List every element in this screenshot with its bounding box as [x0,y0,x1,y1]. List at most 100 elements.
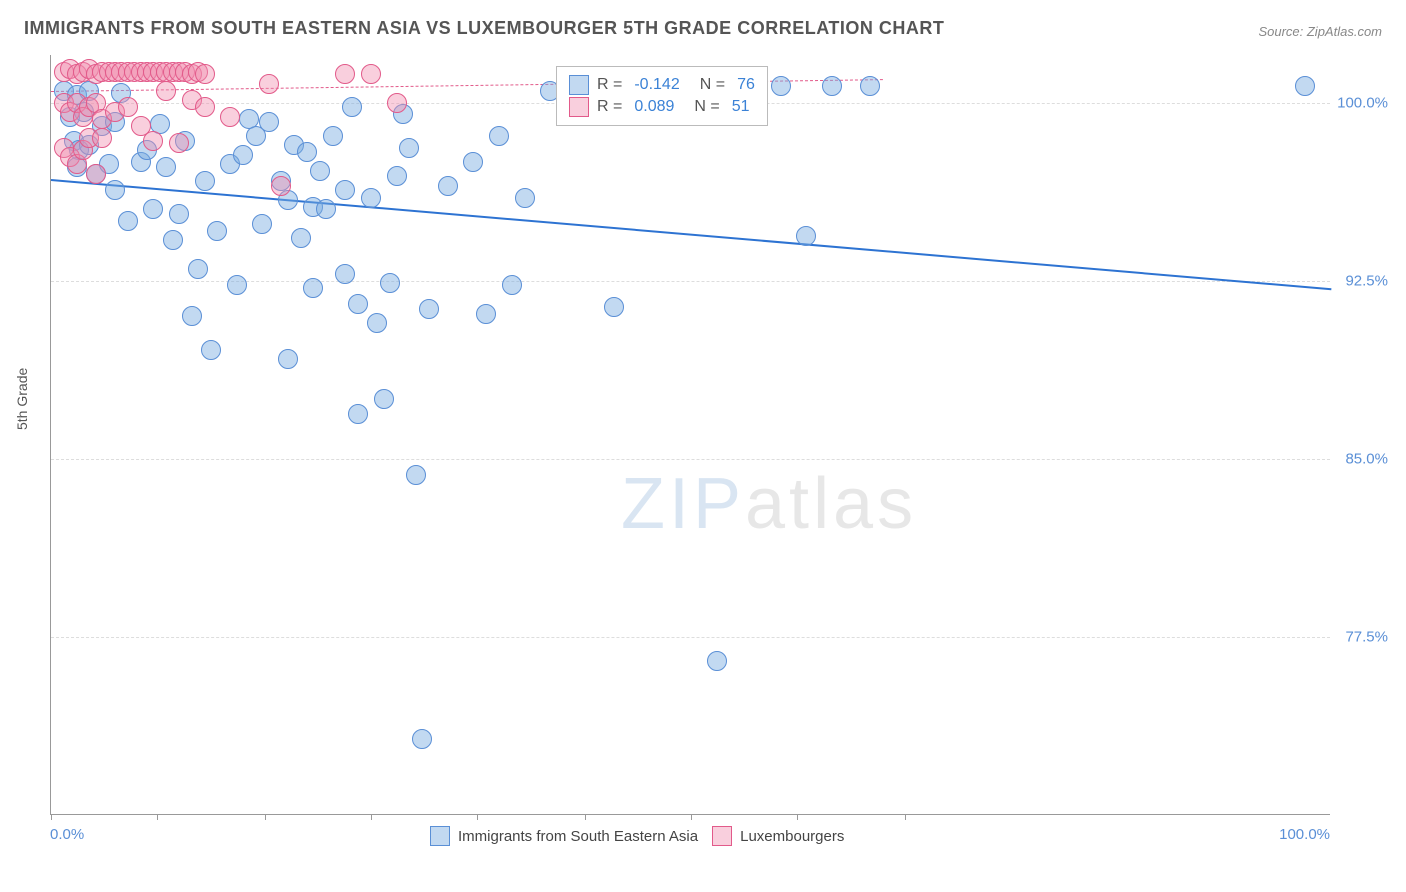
data-point [604,297,624,317]
data-point [367,313,387,333]
legend-swatch [569,75,589,95]
x-tick [157,814,158,820]
y-tick-label: 77.5% [1345,628,1388,645]
r-label: R = [597,76,622,94]
data-point [406,465,426,485]
data-point [771,76,791,96]
data-point [361,188,381,208]
legend-swatch [569,97,589,117]
watermark-part2: atlas [745,464,917,544]
x-tick [265,814,266,820]
data-point [515,188,535,208]
chart-container: IMMIGRANTS FROM SOUTH EASTERN ASIA VS LU… [0,0,1406,892]
x-tick [905,814,906,820]
data-point [169,133,189,153]
data-point [463,152,483,172]
data-point [195,64,215,84]
watermark-part1: ZIP [621,464,745,544]
x-tick [477,814,478,820]
data-point [195,97,215,117]
data-point [105,180,125,200]
data-point [419,299,439,319]
data-point [163,230,183,250]
data-point [118,97,138,117]
data-point [227,275,247,295]
data-point [342,97,362,117]
data-point [259,112,279,132]
data-point [310,161,330,181]
n-value: 76 [737,76,755,94]
gridline [51,637,1330,638]
data-point [822,76,842,96]
n-label: N = [694,98,719,116]
data-point [118,211,138,231]
data-point [169,204,189,224]
correlation-legend: R = -0.142 N = 76R = 0.089 N = 51 [556,66,768,126]
data-point [489,126,509,146]
trend-line [51,179,1331,290]
data-point [233,145,253,165]
y-axis-label: 5th Grade [14,368,30,430]
data-point [156,81,176,101]
data-point [399,138,419,158]
n-value: 51 [732,98,750,116]
legend-item: Luxembourgers [712,826,844,846]
data-point [348,404,368,424]
chart-title: IMMIGRANTS FROM SOUTH EASTERN ASIA VS LU… [24,18,944,39]
data-point [1295,76,1315,96]
y-tick-label: 100.0% [1337,94,1388,111]
data-point [143,131,163,151]
legend-label: Luxembourgers [740,828,844,845]
data-point [92,128,112,148]
data-point [412,729,432,749]
corr-legend-row: R =0.089N =51 [569,97,755,117]
data-point [278,349,298,369]
data-point [335,180,355,200]
data-point [271,176,291,196]
legend-swatch [430,826,450,846]
plot-area: ZIPatlas 100.0%92.5%85.0%77.5% [50,55,1330,815]
data-point [297,142,317,162]
data-point [201,340,221,360]
data-point [86,164,106,184]
data-point [380,273,400,293]
r-value: -0.142 [634,76,679,94]
data-point [259,74,279,94]
x-tick [691,814,692,820]
gridline [51,459,1330,460]
y-tick-label: 85.0% [1345,450,1388,467]
data-point [143,199,163,219]
data-point [502,275,522,295]
x-tick [585,814,586,820]
data-point [316,199,336,219]
legend-swatch [712,826,732,846]
data-point [361,64,381,84]
source-attribution: Source: ZipAtlas.com [1258,24,1382,39]
watermark: ZIPatlas [621,463,917,545]
data-point [335,64,355,84]
x-tick [371,814,372,820]
data-point [348,294,368,314]
data-point [291,228,311,248]
data-point [476,304,496,324]
x-axis-max-label: 100.0% [1279,826,1330,843]
x-axis-min-label: 0.0% [50,826,84,843]
data-point [207,221,227,241]
corr-legend-row: R = -0.142 N = 76 [569,75,755,95]
data-point [374,389,394,409]
data-point [335,264,355,284]
data-point [156,157,176,177]
legend-item: Immigrants from South Eastern Asia [430,826,698,846]
data-point [323,126,343,146]
x-tick [51,814,52,820]
data-point [860,76,880,96]
data-point [387,166,407,186]
x-tick [797,814,798,820]
r-value: 0.089 [634,98,674,116]
data-point [387,93,407,113]
series-legend: Immigrants from South Eastern Asia Luxemb… [430,826,844,846]
data-point [188,259,208,279]
n-label: N = [700,76,725,94]
data-point [220,107,240,127]
data-point [252,214,272,234]
